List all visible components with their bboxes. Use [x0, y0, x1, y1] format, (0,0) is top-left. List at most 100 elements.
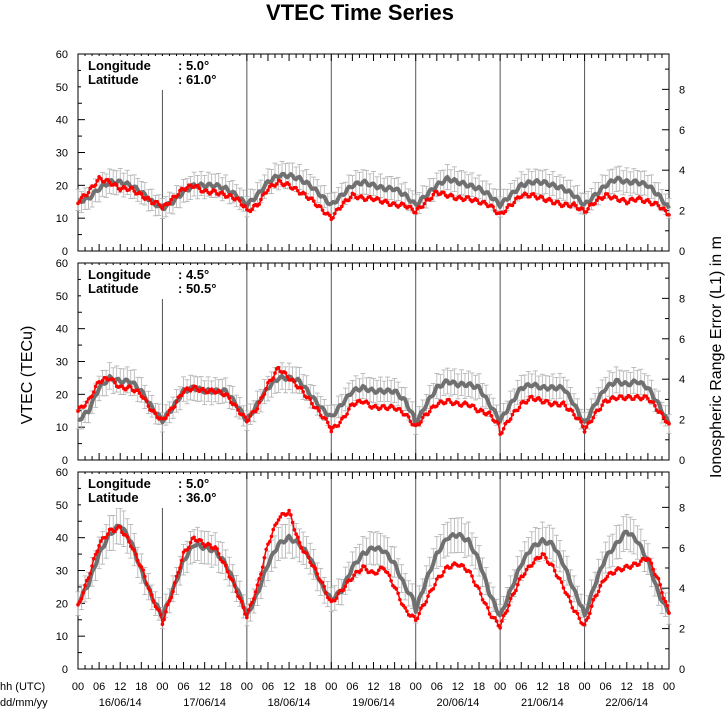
measured-point — [243, 204, 247, 208]
left-tick-label: 50 — [56, 291, 68, 303]
measured-point — [649, 561, 654, 566]
measured-point — [187, 545, 191, 550]
measured-point — [144, 581, 149, 586]
hour-tick-label: 12 — [621, 681, 633, 693]
measured-point — [531, 192, 536, 196]
measured-point — [515, 408, 520, 413]
measured-point — [232, 583, 237, 588]
measured-point — [157, 608, 161, 613]
measured-point — [538, 398, 543, 402]
measured-point — [333, 211, 337, 216]
measured-point — [524, 567, 529, 572]
measured-point — [406, 415, 411, 419]
measured-point — [106, 177, 110, 182]
left-tick-label: 0 — [62, 664, 68, 676]
measured-point — [487, 612, 492, 616]
measured-point — [255, 583, 260, 587]
left-tick-label: 60 — [56, 258, 68, 270]
measured-point — [299, 386, 304, 390]
measured-point — [614, 195, 619, 200]
measured-point — [612, 571, 617, 576]
measured-point — [579, 420, 583, 424]
measured-point — [517, 577, 522, 581]
measured-point — [227, 396, 232, 400]
measured-point — [426, 594, 430, 599]
measured-point — [83, 404, 87, 408]
measured-point — [160, 206, 165, 211]
measured-point — [503, 209, 508, 214]
measured-point — [176, 192, 181, 197]
measured-point — [526, 398, 531, 402]
measured-point — [229, 193, 233, 197]
measured-point — [515, 582, 520, 587]
measured-point — [143, 574, 147, 579]
measured-point — [259, 197, 263, 202]
measured-point — [420, 415, 425, 420]
measured-point — [95, 178, 100, 183]
right-tick-label: 0 — [679, 246, 685, 258]
measured-point — [320, 208, 325, 212]
measured-point — [234, 589, 239, 594]
measured-point — [408, 204, 413, 209]
measured-point — [93, 183, 98, 187]
measured-point — [595, 593, 599, 598]
measured-point — [213, 189, 217, 193]
measured-point — [253, 590, 258, 594]
measured-point — [259, 572, 263, 576]
measured-point — [507, 603, 511, 608]
measured-point — [577, 616, 582, 621]
measured-point — [325, 420, 330, 425]
measured-point — [468, 570, 473, 574]
measured-point — [343, 414, 348, 419]
info-box — [81, 265, 241, 299]
measured-point — [433, 582, 437, 587]
measured-point — [199, 538, 203, 543]
measured-point — [294, 186, 298, 190]
measured-point — [442, 190, 446, 195]
measured-point — [639, 196, 643, 201]
measured-point — [93, 384, 98, 389]
measured-point — [501, 426, 506, 431]
measured-point — [512, 591, 517, 596]
measured-point — [605, 574, 610, 579]
measured-point — [86, 190, 91, 195]
measured-point — [320, 580, 325, 585]
measured-point — [141, 568, 145, 572]
measured-point — [661, 596, 666, 601]
measured-point — [118, 525, 123, 529]
measured-point — [150, 593, 154, 597]
measured-point — [324, 416, 328, 421]
measured-point — [83, 583, 87, 588]
measured-point — [605, 192, 610, 196]
measured-point — [306, 555, 311, 559]
measured-point — [545, 399, 550, 403]
measured-point — [588, 611, 592, 616]
hour-tick-label: 18 — [642, 681, 654, 693]
measured-point — [241, 412, 246, 417]
measured-point — [296, 535, 300, 539]
measured-point — [250, 600, 254, 605]
measured-point — [111, 377, 115, 382]
measured-point — [278, 515, 283, 519]
measured-point — [660, 411, 664, 416]
hour-tick-label: 06 — [515, 681, 527, 693]
measured-point — [470, 574, 474, 578]
left-tick-label: 0 — [62, 246, 68, 258]
measured-point — [92, 390, 96, 394]
measured-point — [663, 599, 668, 604]
measured-point — [510, 412, 515, 417]
right-tick-label: 6 — [679, 125, 685, 137]
measured-point — [653, 403, 657, 408]
measured-point — [661, 206, 666, 210]
hour-tick-label: 00 — [494, 681, 506, 693]
measured-point — [347, 198, 351, 203]
measured-point — [299, 546, 304, 550]
measured-point — [146, 404, 151, 408]
hour-tick-label: 06 — [262, 681, 274, 693]
x-label-hours: hh (UTC) — [0, 681, 45, 693]
measured-point — [139, 192, 144, 196]
measured-point — [139, 565, 144, 569]
date-tick-label: 16/06/14 — [99, 697, 142, 709]
measured-point — [572, 201, 576, 205]
measured-point — [190, 387, 195, 391]
